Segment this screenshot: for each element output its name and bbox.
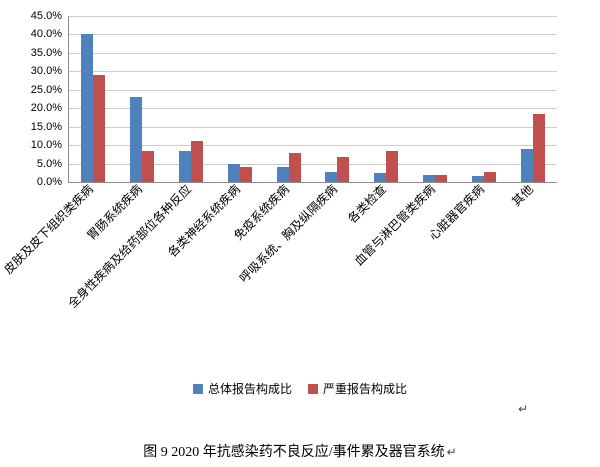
figure-caption-text: 图 9 2020 年抗感染药不良反应/事件累及器官系统 — [143, 445, 445, 460]
bar-total — [179, 150, 191, 182]
y-tick-label: 0.0% — [36, 176, 62, 188]
bar-serious — [337, 156, 350, 182]
legend-item: 严重报告构成比 — [308, 380, 407, 397]
chart-legend: 总体报告构成比 严重报告构成比 — [0, 380, 600, 397]
bar-serious — [483, 171, 496, 182]
gridline — [69, 71, 557, 73]
legend-label: 严重报告构成比 — [323, 382, 408, 396]
bar-serious — [386, 150, 399, 182]
bar-serious — [142, 150, 155, 182]
y-tick-label: 20.0% — [30, 102, 62, 115]
bar-total — [520, 148, 533, 182]
bar-total — [130, 97, 143, 182]
plot-area — [68, 16, 557, 183]
gridline — [69, 163, 557, 165]
y-tick-label: 40.0% — [30, 28, 62, 41]
gridline — [69, 145, 557, 147]
bar-total — [325, 171, 338, 182]
y-tick-label: 25.0% — [30, 83, 62, 96]
bar-serious — [288, 153, 301, 182]
y-tick-label: 45.0% — [30, 10, 62, 22]
bar-total — [276, 167, 289, 182]
bar-total — [81, 34, 94, 182]
bar-serious — [191, 141, 203, 182]
bar-serious — [435, 174, 447, 182]
figure-caption: 图 9 2020 年抗感染药不良反应/事件累及器官系统 ↵ — [0, 441, 600, 461]
gridline — [69, 108, 557, 110]
bar-total — [423, 174, 435, 182]
legend-label: 总体报告构成比 — [207, 382, 292, 396]
paragraph-mark: ↵ — [446, 445, 457, 459]
bar-total — [227, 163, 240, 182]
gridline — [69, 34, 557, 36]
gridline — [69, 126, 557, 128]
bar-serious — [532, 113, 545, 182]
legend-swatch-icon — [308, 383, 318, 394]
y-tick-label: 30.0% — [30, 65, 62, 78]
y-tick-label: 10.0% — [30, 139, 62, 152]
y-tick-label: 35.0% — [30, 46, 62, 59]
bar-serious — [93, 75, 106, 182]
paragraph-mark: ↵ — [518, 402, 529, 416]
legend-item: 总体报告构成比 — [192, 380, 292, 397]
gridline — [69, 52, 557, 54]
y-tick-label: 5.0% — [36, 157, 62, 170]
bar-total — [471, 176, 484, 182]
y-tick-label: 15.0% — [30, 120, 62, 133]
gridline — [69, 16, 557, 17]
bar-serious — [239, 167, 252, 182]
legend-swatch-icon — [192, 383, 203, 394]
gridline — [69, 89, 557, 91]
bar-total — [374, 172, 387, 182]
